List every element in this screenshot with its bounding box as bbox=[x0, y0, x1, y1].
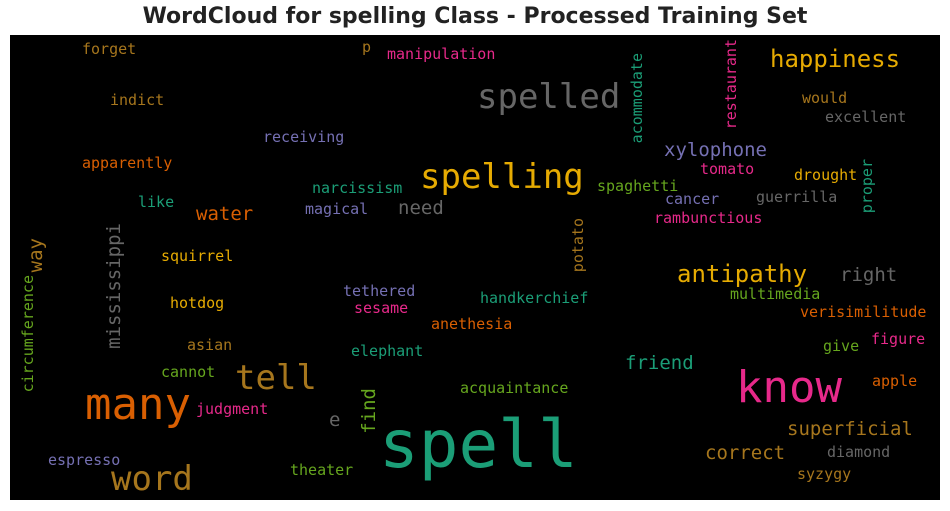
word-handkerchief: handkerchief bbox=[480, 289, 589, 307]
word-many: many bbox=[85, 379, 191, 430]
word-water: water bbox=[196, 203, 254, 225]
word-tethered: tethered bbox=[343, 282, 416, 300]
word-narcissism: narcissism bbox=[312, 179, 403, 197]
word-like: like bbox=[138, 193, 175, 211]
word-figure: figure bbox=[871, 330, 926, 348]
word-sesame: sesame bbox=[354, 299, 409, 317]
word-xylophone: xylophone bbox=[664, 139, 767, 161]
word-p: p bbox=[362, 38, 372, 56]
word-potato: potato bbox=[569, 218, 587, 273]
word-acommodate: acommodate bbox=[628, 53, 646, 144]
word-way: way bbox=[25, 238, 47, 273]
word-cancer: cancer bbox=[665, 190, 720, 208]
word-rambunctious: rambunctious bbox=[654, 209, 763, 227]
word-excellent: excellent bbox=[825, 108, 907, 126]
word-spelled: spelled bbox=[477, 77, 621, 117]
word-spelling: spelling bbox=[420, 157, 584, 197]
word-right: right bbox=[840, 264, 898, 286]
word-verisimilitude: verisimilitude bbox=[800, 303, 927, 321]
word-multimedia: multimedia bbox=[730, 285, 821, 303]
word-word: word bbox=[111, 459, 193, 499]
word-syzygy: syzygy bbox=[797, 465, 852, 483]
word-receiving: receiving bbox=[263, 128, 345, 146]
word-spaghetti: spaghetti bbox=[597, 177, 679, 195]
word-antipathy: antipathy bbox=[677, 260, 808, 288]
word-give: give bbox=[823, 337, 860, 355]
word-espresso: espresso bbox=[48, 451, 121, 469]
word-tell: tell bbox=[235, 358, 317, 398]
word-circumference: circumference bbox=[19, 275, 37, 393]
word-need: need bbox=[398, 197, 444, 219]
word-happiness: happiness bbox=[770, 45, 901, 73]
word-apple: apple bbox=[872, 372, 918, 390]
word-elephant: elephant bbox=[351, 342, 424, 360]
word-spell: spell bbox=[379, 406, 578, 483]
word-asian: asian bbox=[187, 336, 233, 354]
word-restaurant: restaurant bbox=[722, 39, 740, 130]
word-drought: drought bbox=[794, 166, 858, 184]
word-acquaintance: acquaintance bbox=[460, 379, 569, 397]
word-find: find bbox=[358, 388, 380, 434]
word-squirrel: squirrel bbox=[161, 247, 234, 265]
chart-title: WordCloud for spelling Class - Processed… bbox=[142, 4, 808, 29]
word-judgment: judgment bbox=[196, 400, 269, 418]
word-tomato: tomato bbox=[700, 160, 755, 178]
word-forget: forget bbox=[82, 40, 137, 58]
word-cannot: cannot bbox=[161, 363, 216, 381]
word-superficial: superficial bbox=[787, 418, 913, 440]
word-mississippi: mississippi bbox=[103, 223, 125, 349]
word-apparently: apparently bbox=[82, 154, 173, 172]
word-know: know bbox=[736, 362, 842, 413]
word-hotdog: hotdog bbox=[170, 294, 225, 312]
word-theater: theater bbox=[290, 461, 354, 479]
word-guerrilla: guerrilla bbox=[756, 188, 838, 206]
word-cloud-canvas: forget p manipulation acommodate restaur… bbox=[10, 35, 940, 500]
word-diamond: diamond bbox=[827, 443, 891, 461]
word-magical: magical bbox=[305, 200, 369, 218]
word-proper: proper bbox=[858, 159, 876, 214]
word-correct: correct bbox=[705, 442, 786, 464]
word-anethesia: anethesia bbox=[431, 315, 513, 333]
word-e: e bbox=[329, 409, 341, 431]
word-indict: indict bbox=[110, 91, 165, 109]
word-would: would bbox=[802, 89, 848, 107]
word-friend: friend bbox=[625, 352, 694, 374]
word-manipulation: manipulation bbox=[387, 45, 496, 63]
